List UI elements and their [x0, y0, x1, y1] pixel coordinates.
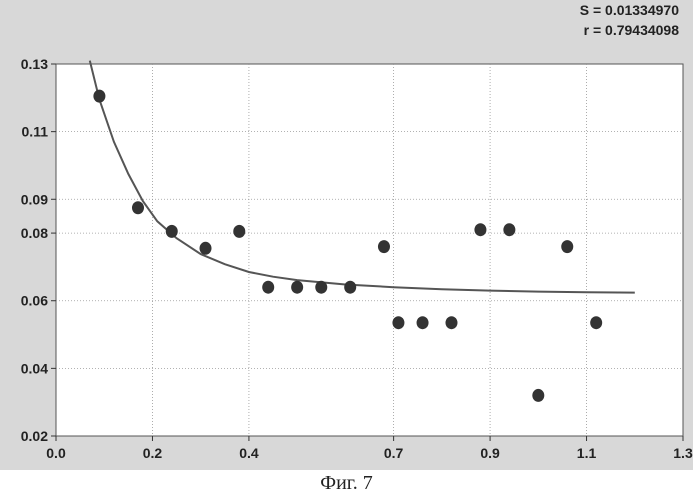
y-tick-label: 0.09: [21, 191, 48, 207]
data-point: [445, 316, 457, 329]
data-point: [561, 240, 573, 253]
data-point: [262, 281, 274, 294]
x-tick-label: 1.3: [673, 445, 693, 461]
x-tick-label: 0.4: [239, 445, 259, 461]
y-tick-label: 0.04: [21, 360, 48, 376]
data-point: [132, 201, 144, 214]
data-point: [417, 316, 429, 329]
data-point: [392, 316, 404, 329]
y-tick-label: 0.08: [21, 225, 48, 241]
data-point: [378, 240, 390, 253]
data-point: [200, 242, 212, 255]
x-tick-label: 1.1: [577, 445, 597, 461]
data-point: [93, 90, 105, 103]
y-tick-label: 0.11: [22, 124, 49, 140]
y-tick-label: 0.13: [21, 56, 48, 72]
data-point: [503, 223, 515, 236]
data-point: [233, 225, 245, 238]
x-tick-label: 0.0: [46, 445, 66, 461]
y-tick-label: 0.02: [21, 428, 48, 444]
scatter-chart: 0.0 0.2 0.4 0.7 0.9 1.1 1.3 0.02 0.04 0.06 0.08 0.0…: [0, 0, 693, 470]
x-tick-label: 0.9: [480, 445, 500, 461]
data-point: [344, 281, 356, 294]
x-tick-label: 0.2: [143, 445, 163, 461]
y-tick-label: 0.06: [21, 293, 48, 309]
chart-panel: 0.0 0.2 0.4 0.7 0.9 1.1 1.3 0.02 0.04 0.06 0.08 0.0…: [0, 0, 693, 470]
figure-caption: Фиг. 7: [0, 472, 693, 495]
data-point: [166, 225, 178, 238]
stat-r-value: r = 0.79434098: [584, 22, 679, 38]
data-point: [315, 281, 327, 294]
plot-area: [56, 64, 683, 436]
data-point: [590, 316, 602, 329]
data-point: [532, 389, 544, 402]
stat-s-value: S = 0.01334970: [580, 2, 679, 18]
x-tick-label: 0.7: [384, 445, 404, 461]
data-point: [474, 223, 486, 236]
data-point: [291, 281, 303, 294]
